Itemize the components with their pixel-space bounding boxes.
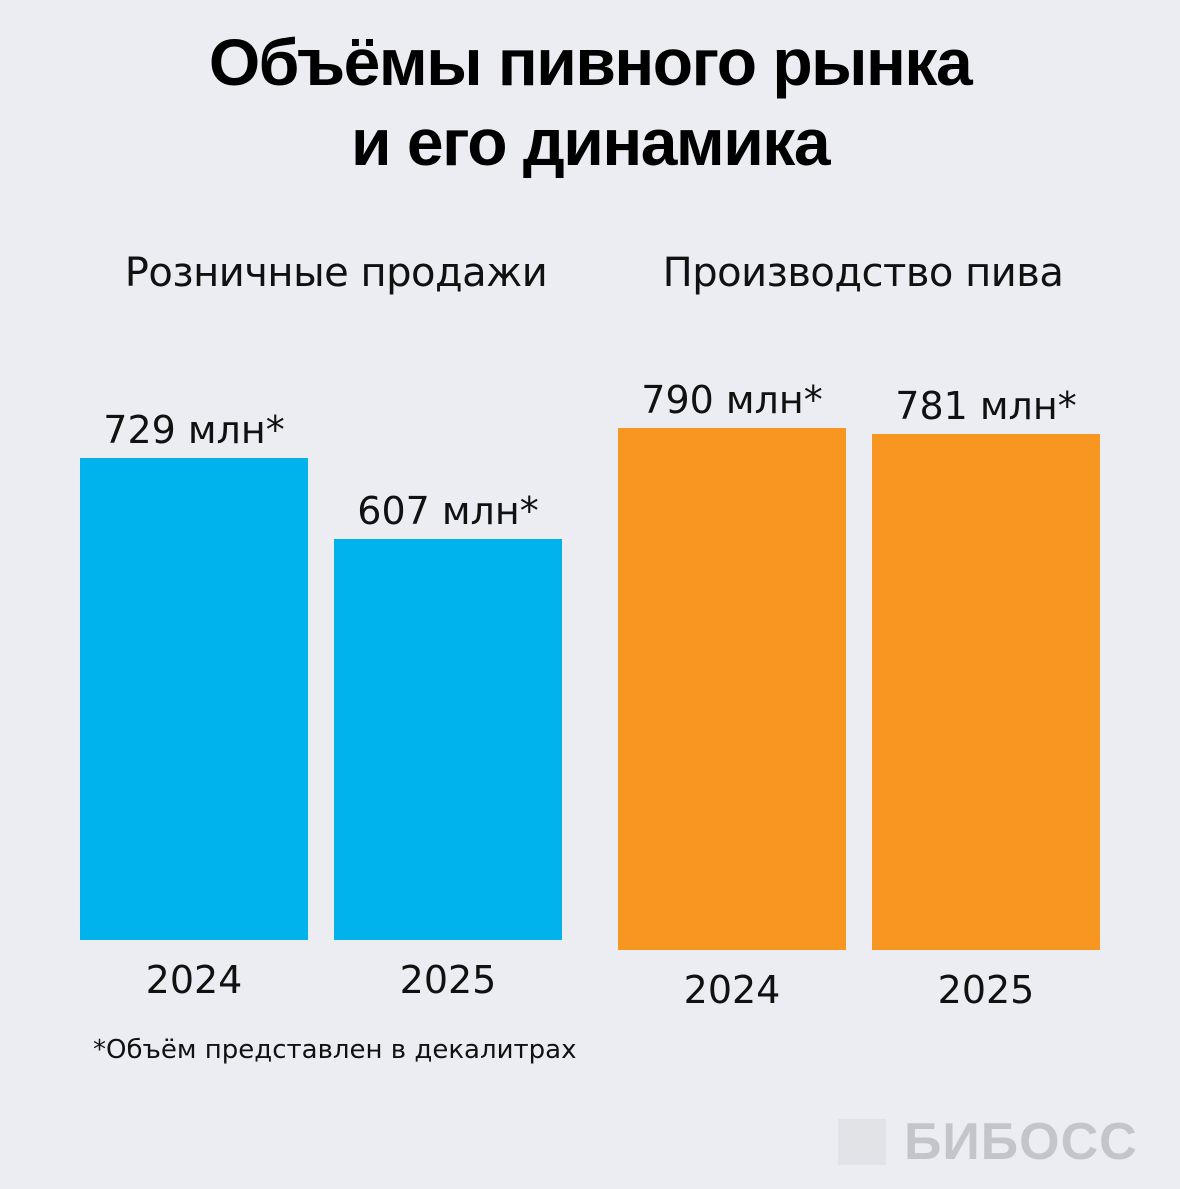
footnote: *Объём представлен в декалитрах <box>93 1035 577 1065</box>
title-line-1: Объёмы пивного рынка <box>208 25 973 99</box>
category-label: 2025 <box>937 968 1035 1012</box>
bar-1-2025 <box>872 433 1100 950</box>
value-label: 790 млн* <box>641 377 823 422</box>
chart-title: Объёмы пивного рынка и его динамика <box>0 22 1180 182</box>
value-label: 607 млн* <box>357 488 539 533</box>
bar-1-2024 <box>618 427 846 950</box>
value-label: 781 млн* <box>895 383 1077 428</box>
category-label: 2025 <box>399 958 497 1002</box>
logo: БИБОСС <box>838 1112 1138 1172</box>
category-label: 2024 <box>145 958 243 1002</box>
bar-0-2025 <box>334 538 562 940</box>
title-line-2: и его динамика <box>350 105 831 179</box>
beer-production-subtitle: Производство пива <box>662 250 1064 296</box>
logo-text: БИБОСС <box>904 1113 1138 1171</box>
logo-square-icon <box>838 1119 886 1165</box>
value-label: 729 млн* <box>103 408 285 453</box>
bar-0-2024 <box>80 458 308 940</box>
category-label: 2024 <box>683 968 781 1012</box>
retail-sales-subtitle: Розничные продажи <box>124 250 548 296</box>
